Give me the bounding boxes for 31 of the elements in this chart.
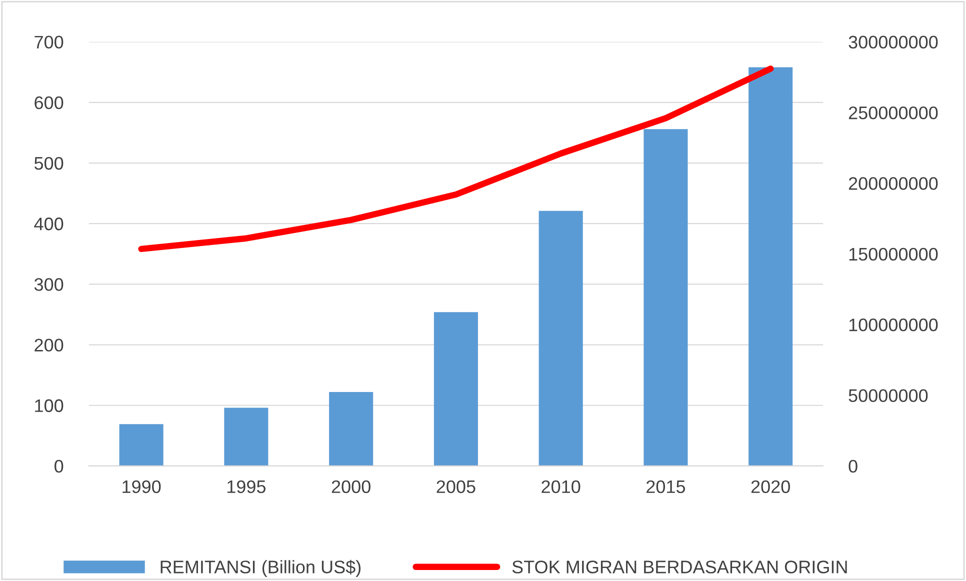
x-tick-label: 2005: [436, 480, 476, 494]
x-tick-label: 2000: [332, 480, 370, 494]
x-tick-label: 2020: [751, 480, 790, 494]
y2-tick-label: 100000000: [849, 318, 938, 332]
bar: [748, 67, 793, 466]
y2-tick-label: 150000000: [849, 248, 938, 261]
y-tick-label: 200: [34, 338, 64, 352]
y-tick-label: 500: [34, 156, 64, 170]
y-tick-label: 700: [34, 36, 64, 49]
bar: [538, 210, 583, 466]
y-tick-label: 0: [54, 460, 64, 473]
x-tick-label: 1990: [122, 480, 161, 494]
y2-tick-label: 300000000: [848, 36, 938, 49]
y2-tick-label: 50000000: [848, 389, 928, 402]
y-tick-label: 600: [34, 96, 64, 110]
bar: [224, 408, 268, 466]
y2-tick-label: 250000000: [848, 106, 938, 120]
y2-tick-label: 0: [848, 460, 858, 473]
x-tick-label: 2010: [542, 480, 580, 494]
bar: [329, 392, 374, 466]
bar: [119, 424, 164, 466]
y2-tick-label: 200000000: [848, 177, 938, 190]
legend-label: STOK MIGRAN BERDASARKAN ORIGIN: [512, 560, 847, 574]
bar: [644, 129, 688, 466]
x-tick-label: 1995: [227, 480, 266, 494]
y-tick-label: 300: [34, 278, 64, 291]
bar: [434, 312, 478, 466]
y-tick-label: 100: [35, 399, 64, 412]
x-tick-label: 2015: [646, 480, 686, 494]
legend-label: REMITANSI (Billion US$): [160, 560, 361, 577]
y-tick-label: 400: [34, 218, 64, 230]
